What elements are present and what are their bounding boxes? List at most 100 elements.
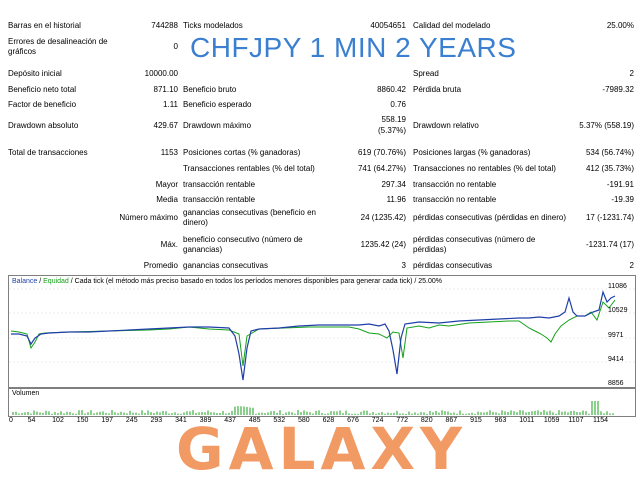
- max-beneficio-label: beneficio consecutivo (número de: [183, 235, 303, 244]
- y-tick-label: 11086: [608, 283, 627, 290]
- beneficio-bruto-value: 8860.42: [377, 85, 406, 94]
- x-tick-label: 915: [470, 417, 482, 424]
- ticks-label: Ticks modelados: [183, 21, 243, 30]
- dd-absoluto-label: Drawdown absoluto: [8, 121, 79, 130]
- mayor-rentable-value: 297.34: [381, 180, 406, 189]
- dd-maximo-pct: (5.37%): [377, 126, 406, 135]
- equity-line: [10, 299, 616, 367]
- nmax-perdidas-label: pérdidas consecutivas (pérdidas en diner…: [413, 213, 566, 222]
- max-perdidas-label: pérdidas consecutivas (número de: [413, 235, 536, 244]
- x-tick-label: 54: [27, 417, 36, 424]
- x-tick-label: 150: [76, 417, 89, 424]
- barras-value: 744288: [151, 21, 178, 30]
- x-tick-label: 389: [199, 417, 212, 424]
- x-tick-label: 1059: [543, 417, 560, 424]
- balance-equity-chart: Balance / Equidad / Cada tick (el método…: [8, 275, 636, 388]
- nmax-perdidas-value: 17 (-1231.74): [585, 213, 634, 222]
- beneficio-neto-value: 871.10: [153, 85, 178, 94]
- headline-overlay: CHFJPY 1 MIN 2 YEARS: [190, 32, 517, 63]
- media-label: Media: [156, 195, 178, 204]
- x-tick-label: 102: [52, 417, 64, 424]
- prom-ganancias-value: 3: [401, 261, 406, 270]
- esperado-label: Beneficio esperado: [183, 100, 252, 109]
- nmax-ganancias-label-cont: dinero): [183, 218, 208, 227]
- mayor-rentable-label: transacción rentable: [183, 180, 256, 189]
- media-no-rentable-label: transacción no rentable: [413, 195, 497, 204]
- x-tick-label: 1154: [593, 417, 609, 424]
- x-tick-label: 341: [175, 417, 187, 424]
- balance-equity-plot: [9, 288, 635, 381]
- balance-line: [11, 289, 616, 381]
- dd-relativo-value: 5.37% (558.19): [579, 121, 634, 130]
- chart-legend: Balance / Equidad / Cada tick (el método…: [12, 278, 442, 285]
- y-tick-label: 9971: [608, 332, 624, 339]
- deposito-value: 10000.00: [144, 69, 178, 78]
- perdida-bruta-value: -7989.32: [602, 85, 634, 94]
- largas-label: Posiciones largas (% ganadoras): [413, 148, 531, 157]
- errores-label-cont: gráficos: [8, 47, 37, 56]
- volume-label: Volumen: [12, 390, 40, 397]
- y-tick-label: 9414: [608, 356, 624, 363]
- galaxy-watermark: GALAXY: [176, 415, 468, 483]
- y-tick-label: 8856: [608, 380, 624, 387]
- numero-maximo-label: Número máximo: [119, 213, 178, 222]
- max-perdidas-value: -1231.74 (17): [585, 240, 634, 249]
- perdida-bruta-label: Pérdida bruta: [413, 85, 462, 94]
- rentables-label: Transacciones rentables (% del total): [183, 164, 315, 173]
- report-stats-panel: Barras en el historial 744288 Ticks mode…: [8, 21, 634, 270]
- legend-balance: Balance: [12, 278, 38, 285]
- esperado-value: 0.76: [390, 100, 406, 109]
- x-tick-label: 1011: [519, 417, 535, 424]
- prom-perdidas-value: 2: [629, 261, 634, 270]
- volume-bars: [12, 401, 614, 415]
- legend-equity: Equidad: [43, 278, 69, 285]
- barras-label: Barras en el historial: [8, 21, 81, 30]
- x-tick-label: 772: [396, 417, 409, 424]
- x-tick-label: 245: [125, 417, 138, 424]
- x-tick-label: 676: [347, 417, 359, 424]
- mayor-label: Mayor: [155, 180, 178, 189]
- x-tick-label: 867: [445, 417, 458, 424]
- x-tick-label: 197: [101, 417, 114, 424]
- volume-panel: Volumen: [8, 388, 636, 417]
- x-tick-label: 580: [298, 417, 310, 424]
- legend-separator: /: [37, 278, 44, 285]
- spread-value: 2: [629, 69, 634, 78]
- prom-ganancias-label: ganancias consecutivas: [183, 261, 268, 270]
- no-rentables-label: Transacciones no rentables (% del total): [413, 164, 556, 173]
- x-tick-label: 485: [248, 417, 261, 424]
- max-beneficio-value: 1235.42 (24): [360, 240, 406, 249]
- media-no-rentable-value: -19.39: [611, 195, 634, 204]
- promedio-label: Promedio: [143, 261, 178, 270]
- spread-label: Spread: [413, 69, 439, 78]
- chart-gridlines: [9, 288, 635, 363]
- mayor-no-rentable-value: -191.91: [606, 180, 634, 189]
- prom-perdidas-label: pérdidas consecutivas: [413, 261, 493, 270]
- rentables-value: 741 (64.27%): [357, 164, 406, 173]
- nmax-ganancias-value: 24 (1235.42): [360, 213, 406, 222]
- beneficio-bruto-label: Beneficio bruto: [183, 85, 237, 94]
- calidad-label: Calidad del modelado: [413, 21, 491, 30]
- ticks-value: 40054651: [370, 21, 406, 30]
- legend-description: / Cada tick (el método más preciso basad…: [68, 278, 442, 285]
- total-label: Total de transacciones: [8, 148, 88, 157]
- x-tick-label: 532: [273, 417, 286, 424]
- cortas-value: 619 (70.76%): [357, 148, 406, 157]
- cortas-label: Posiciones cortas (% ganadoras): [183, 148, 301, 157]
- x-tick-label: 1107: [568, 417, 584, 424]
- max-perdidas-label-cont: pérdidas): [413, 245, 447, 254]
- deposito-label: Depósito inicial: [8, 69, 62, 78]
- max-beneficio-label-cont: ganancias): [183, 245, 223, 254]
- x-tick-label: 0: [9, 417, 13, 424]
- calidad-value: 25.00%: [606, 21, 634, 30]
- media-rentable-value: 11.96: [386, 195, 406, 204]
- x-tick-label: 724: [371, 417, 384, 424]
- no-rentables-value: 412 (35.73%): [585, 164, 634, 173]
- dd-relativo-label: Drawdown relativo: [413, 121, 479, 130]
- x-tick-label: 628: [322, 417, 335, 424]
- x-tick-label: 963: [494, 417, 507, 424]
- total-value: 1153: [160, 148, 178, 157]
- dd-maximo-value: 558.19: [381, 115, 406, 124]
- errores-label: Errores de desalineación de: [8, 37, 108, 46]
- nmax-ganancias-label: ganancias consecutivas (beneficio en: [183, 208, 316, 217]
